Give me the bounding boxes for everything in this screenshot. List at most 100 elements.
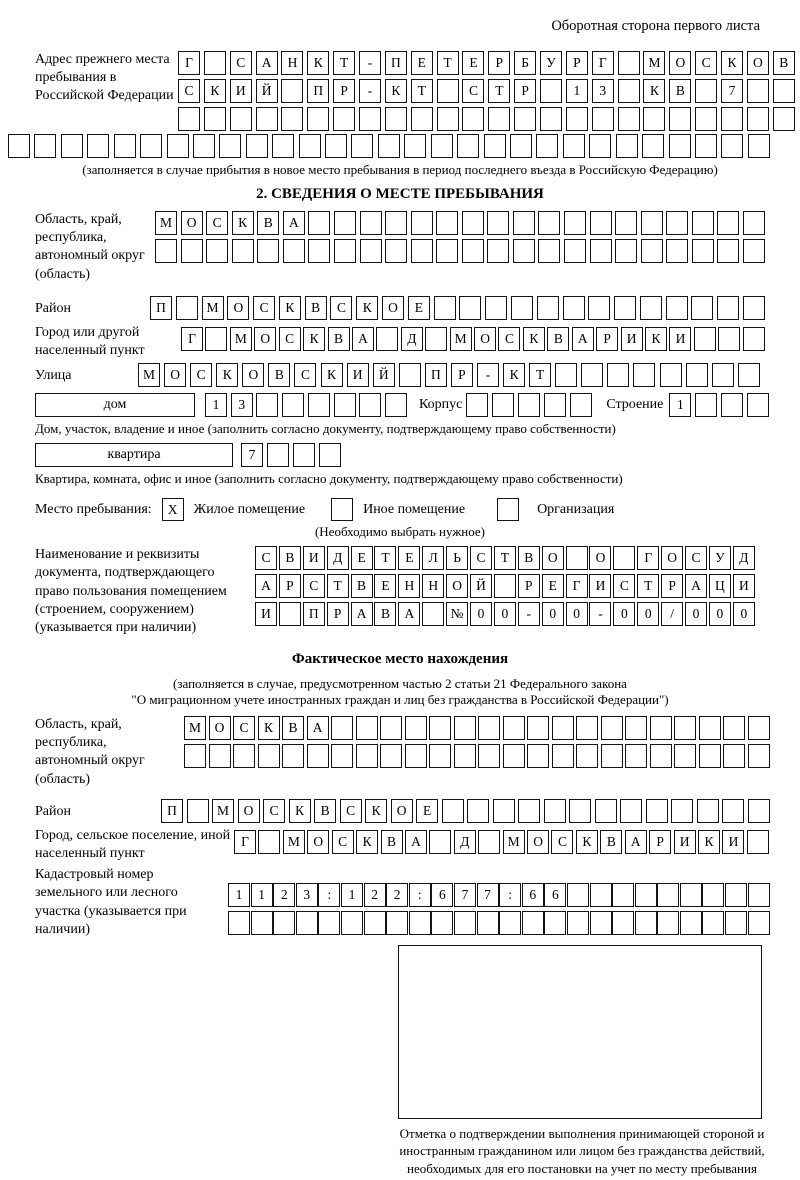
char-cell[interactable] xyxy=(747,392,770,417)
char-cell[interactable] xyxy=(600,716,623,741)
char-cell[interactable] xyxy=(478,744,501,769)
char-cell[interactable] xyxy=(538,239,561,263)
char-cell[interactable]: К xyxy=(698,829,721,854)
char-cell[interactable]: / xyxy=(661,602,684,627)
apartment-box[interactable]: квартира xyxy=(35,443,233,468)
char-cell[interactable]: С xyxy=(233,716,256,741)
char-cell[interactable] xyxy=(429,716,452,741)
char-cell[interactable] xyxy=(87,134,110,158)
char-cell[interactable] xyxy=(717,295,740,320)
char-cell[interactable]: Т xyxy=(637,574,660,599)
char-cell[interactable]: П xyxy=(161,798,183,823)
char-cell[interactable] xyxy=(718,326,741,351)
char-cell[interactable]: О xyxy=(382,295,405,320)
char-cell[interactable] xyxy=(540,79,563,103)
char-cell[interactable] xyxy=(695,392,718,417)
char-cell[interactable]: П xyxy=(150,295,172,320)
char-cell[interactable] xyxy=(431,911,454,936)
char-cell[interactable]: 6 xyxy=(431,883,454,908)
char-cell[interactable] xyxy=(272,134,295,158)
char-cell[interactable]: М xyxy=(201,295,224,320)
char-cell[interactable]: К xyxy=(288,798,311,823)
char-cell[interactable] xyxy=(746,79,769,103)
char-cell[interactable] xyxy=(649,744,672,769)
char-cell[interactable] xyxy=(612,911,635,936)
char-cell[interactable]: К xyxy=(231,211,254,235)
char-cell[interactable] xyxy=(620,798,643,823)
char-cell[interactable]: К xyxy=(203,79,226,103)
char-cell[interactable]: С xyxy=(190,363,213,388)
char-cell[interactable] xyxy=(679,911,702,936)
char-cell[interactable]: Е xyxy=(410,51,433,75)
char-cell[interactable] xyxy=(255,107,278,131)
char-cell[interactable] xyxy=(192,134,215,158)
char-cell[interactable]: П xyxy=(424,363,447,388)
char-cell[interactable]: 6 xyxy=(544,883,567,908)
char-cell[interactable] xyxy=(384,392,407,417)
char-cell[interactable]: С xyxy=(551,829,574,854)
char-cell[interactable] xyxy=(206,239,229,263)
char-cell[interactable] xyxy=(250,911,273,936)
char-cell[interactable]: Г xyxy=(591,51,614,75)
char-cell[interactable] xyxy=(625,744,648,769)
char-cell[interactable] xyxy=(257,239,280,263)
char-cell[interactable] xyxy=(746,829,769,854)
char-cell[interactable]: С xyxy=(255,546,277,571)
char-cell[interactable] xyxy=(657,911,680,936)
char-cell[interactable]: К xyxy=(216,363,239,388)
char-cell[interactable]: С xyxy=(470,546,493,571)
char-cell[interactable] xyxy=(722,798,745,823)
char-cell[interactable] xyxy=(233,744,256,769)
char-cell[interactable] xyxy=(273,911,296,936)
char-cell[interactable]: О xyxy=(208,716,231,741)
char-cell[interactable] xyxy=(747,798,770,823)
char-cell[interactable] xyxy=(492,798,515,823)
char-cell[interactable]: 1 xyxy=(669,392,692,417)
char-cell[interactable] xyxy=(742,211,765,235)
char-cell[interactable] xyxy=(175,295,198,320)
char-cell[interactable] xyxy=(385,211,408,235)
char-cell[interactable] xyxy=(340,911,363,936)
char-cell[interactable] xyxy=(462,107,485,131)
char-cell[interactable]: К xyxy=(257,716,280,741)
char-cell[interactable]: 0 xyxy=(708,602,731,627)
char-cell[interactable] xyxy=(140,134,163,158)
char-cell[interactable] xyxy=(721,392,744,417)
char-cell[interactable] xyxy=(617,107,640,131)
char-cell[interactable] xyxy=(333,211,356,235)
char-cell[interactable] xyxy=(640,211,663,235)
char-cell[interactable]: К xyxy=(365,798,388,823)
char-cell[interactable] xyxy=(318,911,341,936)
char-cell[interactable] xyxy=(566,883,589,908)
char-cell[interactable] xyxy=(742,326,765,351)
char-cell[interactable] xyxy=(737,363,760,388)
char-cell[interactable] xyxy=(551,744,574,769)
char-cell[interactable]: И xyxy=(673,829,696,854)
char-cell[interactable] xyxy=(695,79,718,103)
char-cell[interactable] xyxy=(363,911,386,936)
char-cell[interactable]: О xyxy=(242,363,265,388)
char-cell[interactable]: В xyxy=(600,829,623,854)
char-cell[interactable] xyxy=(384,107,407,131)
char-cell[interactable]: 3 xyxy=(295,883,318,908)
char-cell[interactable]: П xyxy=(307,79,330,103)
char-cell[interactable] xyxy=(228,911,250,936)
char-cell[interactable] xyxy=(615,134,638,158)
char-cell[interactable]: О xyxy=(661,546,684,571)
char-cell[interactable]: О xyxy=(527,829,550,854)
char-cell[interactable] xyxy=(721,134,744,158)
char-cell[interactable]: М xyxy=(449,326,472,351)
char-cell[interactable] xyxy=(694,134,717,158)
char-cell[interactable] xyxy=(410,107,433,131)
char-cell[interactable] xyxy=(514,107,537,131)
char-cell[interactable]: К xyxy=(503,363,526,388)
char-cell[interactable]: А xyxy=(398,602,421,627)
char-cell[interactable]: Г xyxy=(178,51,200,75)
char-cell[interactable] xyxy=(702,883,725,908)
char-cell[interactable] xyxy=(219,134,242,158)
char-cell[interactable]: Р xyxy=(450,363,473,388)
char-cell[interactable]: 6 xyxy=(521,883,544,908)
char-cell[interactable] xyxy=(282,392,305,417)
char-cell[interactable]: Г xyxy=(565,574,588,599)
char-cell[interactable]: В xyxy=(374,602,397,627)
